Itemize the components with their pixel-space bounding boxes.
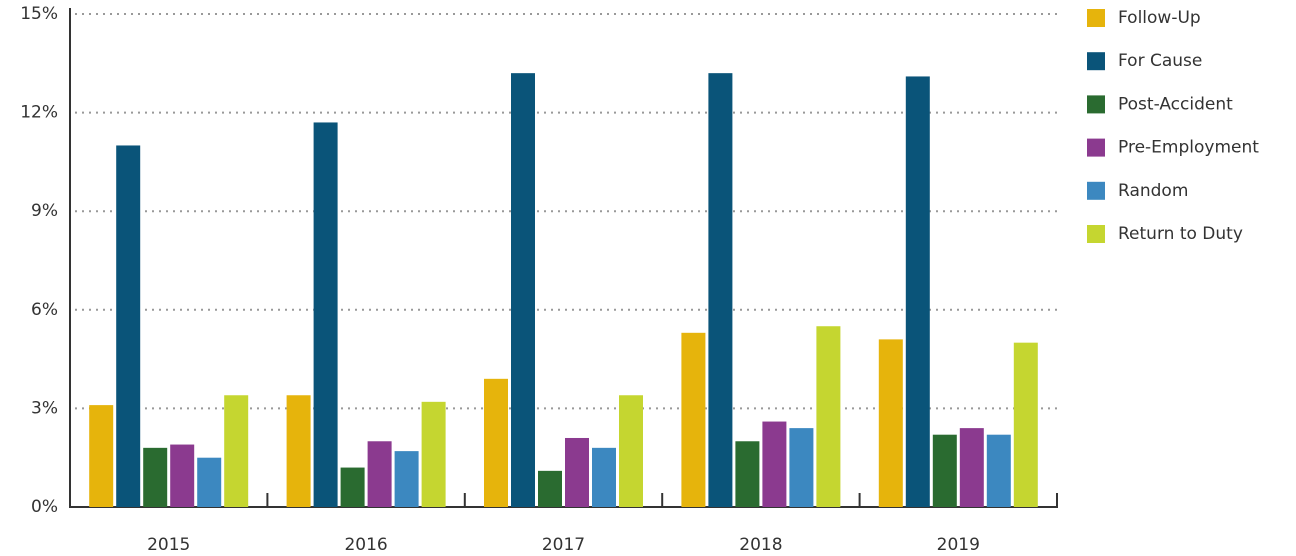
- x-tick-label: 2015: [147, 535, 190, 555]
- x-tick-label: 2019: [937, 535, 980, 555]
- bar: [905, 76, 930, 508]
- bar: [484, 378, 508, 507]
- bar: [735, 441, 760, 507]
- bar: [367, 441, 392, 507]
- legend-label: Random: [1118, 181, 1188, 201]
- x-tick-label: 2016: [344, 535, 387, 555]
- bar: [816, 326, 841, 507]
- bar: [170, 444, 195, 507]
- bar: [878, 339, 903, 507]
- bar: [565, 437, 589, 507]
- x-tick-label: 2017: [542, 535, 585, 555]
- bar: [762, 421, 787, 507]
- legend-label: Post-Accident: [1118, 94, 1233, 114]
- y-tick-label: 9%: [31, 201, 58, 221]
- x-tick-label: 2018: [739, 535, 782, 555]
- legend-label: Return to Duty: [1118, 224, 1243, 244]
- y-tick-label: 6%: [31, 300, 58, 320]
- bar: [224, 395, 249, 507]
- bar: [681, 332, 706, 507]
- bar: [394, 451, 419, 507]
- legend-swatch: [1087, 95, 1105, 114]
- bar: [592, 447, 616, 507]
- legend-swatch: [1087, 181, 1105, 200]
- bar: [340, 467, 365, 507]
- bar: [197, 457, 222, 507]
- legend-swatch: [1087, 9, 1105, 27]
- bar: [708, 73, 733, 507]
- y-tick-label: 12%: [20, 103, 58, 123]
- legend-swatch: [1087, 52, 1105, 71]
- bar: [789, 428, 814, 507]
- legend-swatch: [1087, 138, 1105, 157]
- y-tick-label: 15%: [20, 4, 58, 24]
- bar: [986, 434, 1011, 507]
- bar: [313, 122, 338, 508]
- bar: [143, 447, 168, 507]
- bar: [932, 434, 957, 507]
- bar: [421, 401, 446, 507]
- y-tick-label: 0%: [31, 497, 58, 517]
- bar: [89, 405, 114, 507]
- legend-swatch: [1087, 225, 1105, 243]
- legend-label: For Cause: [1118, 51, 1202, 71]
- bar: [511, 73, 535, 507]
- bar: [959, 428, 984, 507]
- bar: [1013, 342, 1038, 507]
- bar: [619, 395, 643, 507]
- legend-label: Pre-Employment: [1118, 138, 1259, 158]
- legend-label: Follow-Up: [1118, 8, 1201, 28]
- bar: [116, 145, 141, 507]
- bar: [286, 395, 311, 507]
- bar: [538, 470, 562, 507]
- y-tick-label: 3%: [31, 398, 58, 418]
